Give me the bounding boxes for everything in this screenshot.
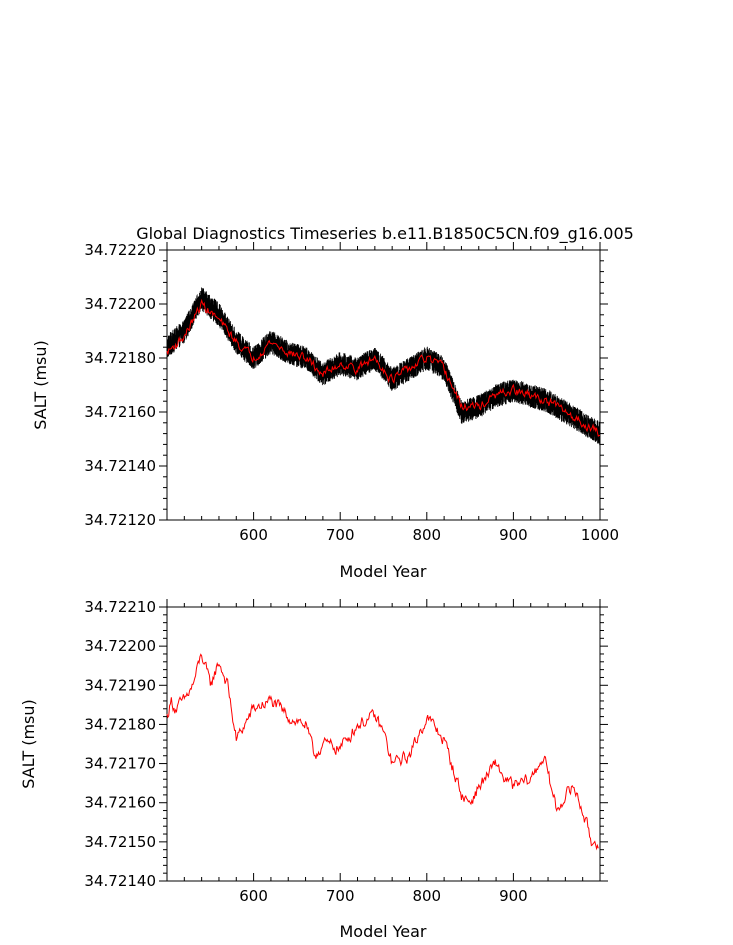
y-tick-label: 34.72160	[84, 403, 156, 421]
x-tick-label: 900	[499, 526, 528, 544]
x-tick-label: 600	[239, 887, 268, 905]
top-timeseries-chart: Model Year SALT (msu) 600 700 800 900 1000 34…	[31, 241, 619, 581]
x-axis-label: Model Year	[340, 562, 427, 581]
y-tick-label: 34.72160	[84, 794, 156, 812]
y-tick-label: 34.72170	[84, 755, 156, 773]
axis-ticks: 600 700 800 900 1000 34.72120 34.72140 34.72160…	[84, 241, 619, 544]
y-tick-label: 34.72200	[84, 637, 156, 655]
series-line-monthly	[166, 287, 601, 446]
y-tick-label: 34.72190	[84, 676, 156, 694]
x-tick-label: 700	[326, 887, 355, 905]
y-tick-label: 34.72180	[84, 715, 156, 733]
x-tick-label: 700	[326, 526, 355, 544]
x-tick-label: 600	[239, 526, 268, 544]
y-axis-label: SALT (msu)	[31, 340, 50, 430]
y-tick-label: 34.72140	[84, 872, 156, 890]
x-tick-label: 900	[499, 887, 528, 905]
y-tick-label: 34.72150	[84, 833, 156, 851]
y-tick-label: 34.72200	[84, 295, 156, 313]
y-tick-label: 34.72120	[84, 511, 156, 529]
plot-frame	[166, 606, 601, 882]
x-tick-label: 800	[412, 887, 441, 905]
x-axis-label: Model Year	[340, 922, 427, 941]
plot-frame	[166, 249, 601, 521]
x-tick-label: 800	[412, 526, 441, 544]
axis-ticks: 600 700 800 900 34.72140 34.72150 34.72160 34.7…	[84, 598, 608, 905]
series-line-annual-mean	[166, 298, 601, 437]
y-tick-label: 34.72180	[84, 349, 156, 367]
series-group	[166, 287, 601, 446]
series-group	[166, 653, 599, 851]
chart-title: Global Diagnostics Timeseries b.e11.B185…	[136, 224, 634, 244]
y-tick-label: 34.72210	[84, 598, 156, 616]
series-line-annual-mean	[166, 653, 599, 851]
y-tick-label: 34.72140	[84, 457, 156, 475]
x-tick-label: 1000	[581, 526, 619, 544]
y-tick-label: 34.72220	[84, 241, 156, 259]
bottom-timeseries-chart: Model Year SALT (msu) 600 700 800 900 34.721…	[19, 598, 608, 941]
y-axis-label: SALT (msu)	[19, 699, 38, 789]
